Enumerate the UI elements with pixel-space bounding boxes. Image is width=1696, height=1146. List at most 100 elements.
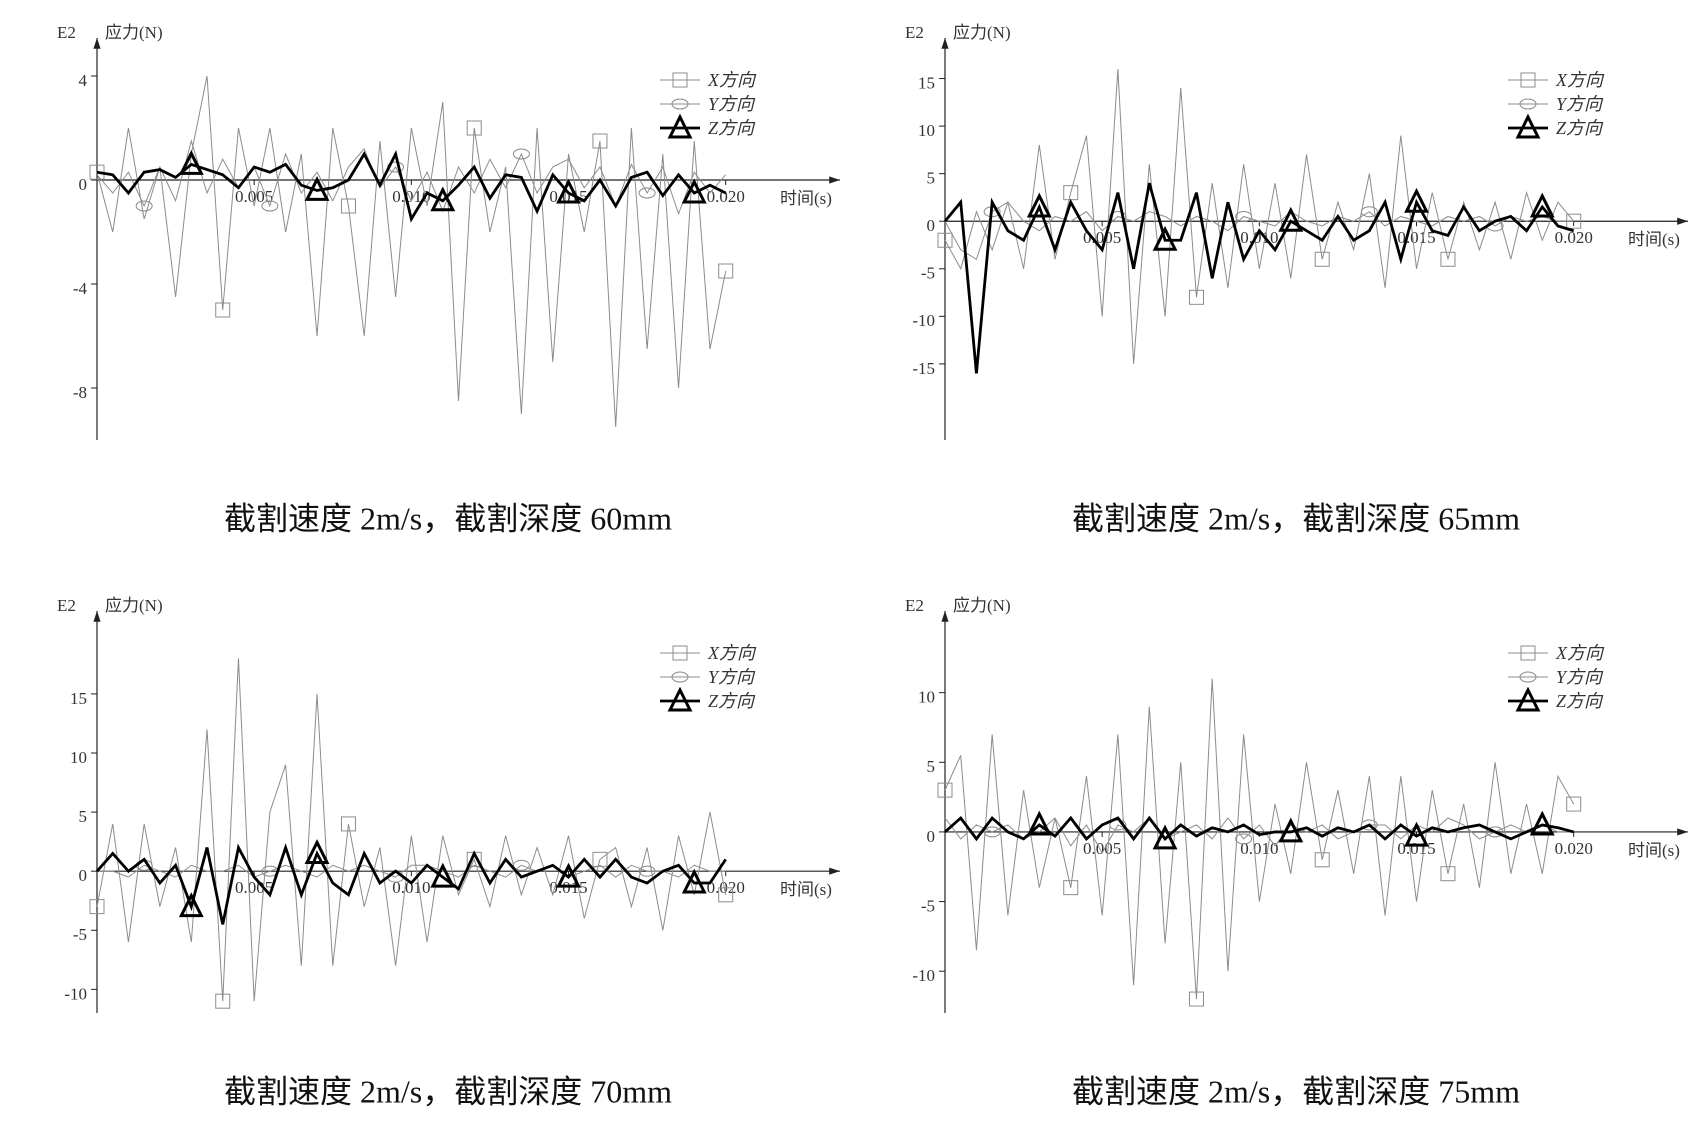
point-marker xyxy=(1314,251,1330,267)
y-tick-label: 0 xyxy=(79,866,88,885)
point-marker xyxy=(638,865,656,877)
point-marker xyxy=(1529,192,1555,218)
point-marker xyxy=(681,868,707,894)
y-unit: E2 xyxy=(57,596,76,615)
point-marker xyxy=(1235,210,1253,222)
series-line xyxy=(96,149,727,223)
point-marker xyxy=(718,263,734,279)
point-marker xyxy=(1404,821,1429,847)
point-marker xyxy=(178,150,204,175)
x-tick-label: 0.005 xyxy=(1083,228,1121,247)
x-tick-label: 0.005 xyxy=(235,187,273,206)
y-unit: E2 xyxy=(905,596,924,615)
y-tick-label: -5 xyxy=(921,896,935,915)
y-axis-label: 应力(N) xyxy=(953,596,1011,615)
x-tick-label: 0.020 xyxy=(707,187,745,206)
point-marker xyxy=(1566,796,1582,812)
y-tick-label: -5 xyxy=(921,264,935,283)
point-marker xyxy=(671,98,689,110)
point-marker xyxy=(1063,880,1079,896)
y-axis-label: 应力(N) xyxy=(953,23,1011,42)
legend-label: Y方向 xyxy=(1556,94,1604,114)
y-axis-label: 应力(N) xyxy=(105,23,163,42)
point-marker xyxy=(304,176,330,201)
legend-label: X方向 xyxy=(1555,70,1605,90)
x-tick-label: 0.020 xyxy=(1555,839,1593,858)
series-line xyxy=(96,75,727,428)
y-tick-label: -4 xyxy=(73,279,88,298)
point-marker xyxy=(304,839,330,864)
point-marker xyxy=(556,862,581,888)
legend-label: X方向 xyxy=(707,70,757,90)
point-marker xyxy=(1486,826,1504,838)
point-marker xyxy=(1026,810,1052,836)
point-marker xyxy=(215,993,231,1009)
series-line xyxy=(944,815,1575,842)
caption: 截割速度 2m/s，截割深度 65mm xyxy=(1072,500,1520,536)
x-tick-label: 0.020 xyxy=(1555,228,1593,247)
y-tick-label: 10 xyxy=(918,121,935,140)
point-marker xyxy=(1440,251,1456,267)
point-marker xyxy=(1529,810,1555,836)
point-marker xyxy=(1520,645,1536,661)
legend-label: Y方向 xyxy=(708,667,756,687)
point-marker xyxy=(340,198,356,214)
x-axis-label: 时间(s) xyxy=(1628,841,1680,860)
series-line xyxy=(96,658,727,1002)
point-marker xyxy=(261,200,279,212)
point-marker xyxy=(1026,192,1052,218)
x-axis-label: 时间(s) xyxy=(1628,230,1680,249)
y-tick-label: 15 xyxy=(70,689,87,708)
x-axis-label: 时间(s) xyxy=(780,880,832,899)
point-marker xyxy=(1152,225,1178,251)
point-marker xyxy=(671,671,689,683)
point-marker xyxy=(592,851,608,867)
y-tick-label: 15 xyxy=(918,73,935,92)
y-tick-label: 5 xyxy=(79,807,88,826)
point-marker xyxy=(89,899,105,915)
point-marker xyxy=(1360,206,1378,218)
x-tick-label: 0.010 xyxy=(392,878,430,897)
point-marker xyxy=(1520,72,1536,88)
point-marker xyxy=(1515,113,1541,139)
point-marker xyxy=(215,302,231,318)
point-marker xyxy=(1519,98,1537,110)
x-axis-label: 时间(s) xyxy=(780,189,832,208)
y-tick-label: -10 xyxy=(64,984,87,1003)
point-marker xyxy=(178,892,204,918)
point-marker xyxy=(430,862,456,888)
y-tick-label: -10 xyxy=(912,311,935,330)
x-tick-label: 0.010 xyxy=(1240,839,1278,858)
y-tick-label: 4 xyxy=(79,71,88,90)
series-line xyxy=(943,182,1575,374)
legend-label: Z方向 xyxy=(708,118,756,138)
y-tick-label: -15 xyxy=(912,359,935,378)
point-marker xyxy=(937,232,953,248)
y-tick-label: 0 xyxy=(927,216,936,235)
point-marker xyxy=(1235,833,1253,845)
point-marker xyxy=(1519,671,1537,683)
legend-label: Y方向 xyxy=(1556,667,1604,687)
series-line xyxy=(95,843,727,925)
y-tick-label: 5 xyxy=(927,169,936,188)
y-tick-label: 5 xyxy=(927,757,936,776)
point-marker xyxy=(556,178,581,204)
legend-label: Z方向 xyxy=(1556,691,1604,711)
legend-label: Z方向 xyxy=(708,691,756,711)
point-marker xyxy=(1278,206,1304,232)
point-marker xyxy=(1152,824,1178,850)
y-axis-label: 应力(N) xyxy=(105,596,163,615)
series-line xyxy=(96,139,727,216)
point-marker xyxy=(1515,686,1541,712)
series-line xyxy=(944,201,1574,261)
x-tick-label: 0.005 xyxy=(1083,839,1121,858)
caption: 截割速度 2m/s，截割深度 75mm xyxy=(1072,1073,1520,1109)
legend-label: X方向 xyxy=(1555,643,1605,663)
point-marker xyxy=(718,887,734,903)
point-marker xyxy=(512,859,530,871)
point-marker xyxy=(1278,817,1304,843)
y-tick-label: -5 xyxy=(73,925,87,944)
caption: 截割速度 2m/s，截割深度 60mm xyxy=(224,500,672,536)
